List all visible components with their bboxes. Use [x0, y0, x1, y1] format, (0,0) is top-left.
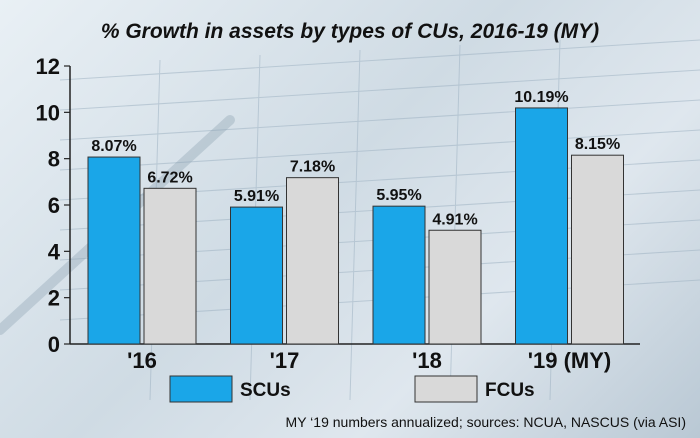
legend-swatch-fcus	[414, 375, 478, 403]
legend-label: SCUs	[240, 380, 291, 401]
bar-scus	[372, 205, 426, 345]
x-tick-label: '19 (MY)	[528, 348, 611, 373]
bar-fcus	[286, 177, 339, 345]
data-label: 8.07%	[91, 138, 136, 155]
x-tick-label: '18	[412, 348, 442, 373]
legend-label: FCUs	[485, 380, 535, 401]
y-tick-label: 12	[36, 54, 60, 79]
footnote: MY ‘19 numbers annualized; sources: NCUA…	[285, 414, 686, 430]
data-label: 5.95%	[376, 187, 421, 204]
data-label: 10.19%	[514, 89, 568, 106]
y-tick-label: 6	[48, 193, 60, 218]
bar-fcus	[571, 154, 624, 345]
data-label: 4.91%	[432, 211, 477, 228]
bar-fcus	[143, 187, 197, 345]
data-label: 5.91%	[234, 188, 279, 205]
bar-scus	[230, 206, 283, 345]
legend-swatch-scus	[169, 375, 233, 403]
y-tick-label: 10	[36, 100, 60, 125]
y-tick-label: 4	[48, 239, 61, 264]
chart-title: % Growth in assets by types of CUs, 2016…	[100, 20, 600, 43]
y-tick-label: 2	[48, 286, 60, 311]
bar-scus	[515, 107, 568, 345]
data-label: 8.15%	[575, 136, 620, 153]
bar-scus	[87, 156, 141, 345]
bar-fcus	[428, 229, 482, 345]
x-tick-label: '16	[127, 348, 157, 373]
x-tick-label: '17	[270, 348, 300, 373]
y-tick-label: 0	[48, 332, 60, 357]
y-tick-label: 8	[48, 147, 60, 172]
data-label: 7.18%	[290, 159, 335, 176]
data-label: 6.72%	[147, 169, 192, 186]
